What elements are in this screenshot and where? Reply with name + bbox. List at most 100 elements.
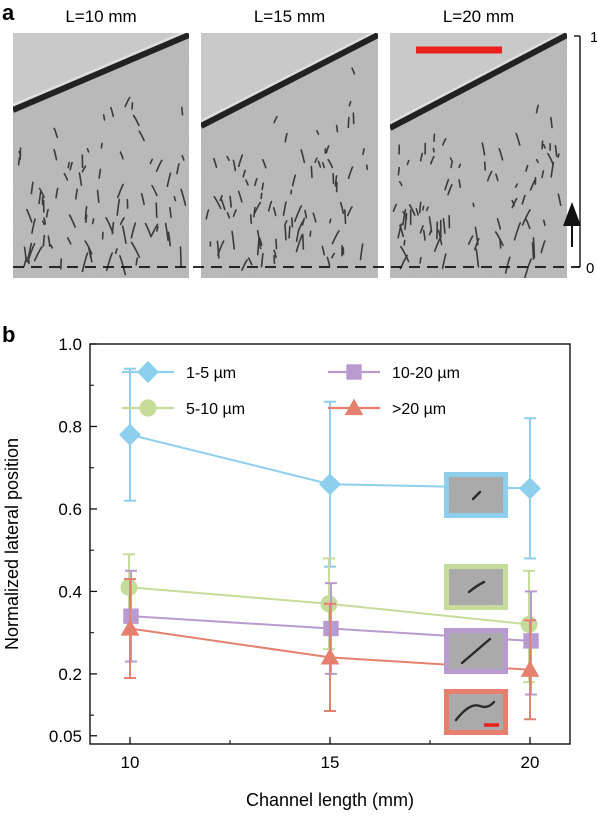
bacterium [261, 182, 265, 191]
bacterium [339, 201, 345, 215]
bacterium [433, 235, 442, 253]
micrograph-label: L=20 mm [443, 7, 514, 26]
bacterium [173, 196, 177, 202]
bacterium [42, 220, 45, 226]
legend-entry: >20 µm [328, 398, 446, 418]
bacterium [419, 152, 424, 162]
bacterium [167, 231, 171, 247]
bacterium [496, 217, 502, 230]
bacterium [17, 156, 21, 166]
x-axis-ticks: 10 15 20 [121, 737, 539, 772]
bacterium [415, 208, 419, 216]
bacterium [135, 257, 139, 266]
bacterium [535, 158, 539, 164]
cell-inset [444, 628, 508, 674]
bacterium [403, 239, 406, 246]
bacterium [397, 223, 403, 239]
inset-cell [467, 580, 486, 594]
bacterium [432, 147, 435, 153]
bacterium [38, 187, 45, 199]
legend-entry: 10-20 µm [328, 364, 460, 382]
bacterium [91, 218, 95, 225]
bacterium [397, 166, 401, 176]
bacterium [450, 162, 453, 169]
bacterium [49, 244, 54, 249]
bacterium [542, 143, 546, 149]
bacterium [422, 205, 425, 211]
bacterium [481, 142, 486, 156]
bacterium [66, 237, 72, 245]
bacterium [442, 217, 446, 234]
bacterium [295, 228, 300, 242]
bacterium [511, 197, 518, 209]
bacterium [273, 115, 278, 124]
bacterium [232, 209, 237, 218]
bacterium [474, 237, 480, 251]
legend: 1-5 µm 5-10 µm 10-20 µm >20 µm [122, 361, 460, 418]
bacterium [399, 245, 410, 263]
bacterium [523, 258, 532, 278]
bacterium [216, 240, 220, 259]
bacterium [294, 205, 303, 223]
bacterium [515, 132, 521, 146]
bacterium [348, 100, 352, 107]
bacterium [68, 214, 76, 228]
bacterium [365, 164, 369, 171]
bacterium [180, 106, 184, 116]
bacterium [315, 129, 320, 136]
x-tick-label: 15 [321, 753, 340, 772]
bacterium [521, 194, 526, 205]
bacterium [31, 218, 36, 234]
bacterium [304, 209, 308, 219]
y-tick-label: 0.05 [49, 727, 82, 746]
bacterium [219, 194, 223, 202]
bacterium [351, 67, 356, 75]
bacterium [81, 252, 89, 273]
bacterium [441, 253, 447, 270]
bacterium [205, 209, 210, 220]
inset-cell [460, 637, 492, 665]
bacterium [282, 201, 287, 216]
bacterium [53, 148, 58, 161]
bacterium [23, 246, 28, 262]
y-tick-label: 0.4 [58, 582, 82, 601]
bacterium [181, 154, 185, 161]
bacterium [346, 206, 353, 217]
bacterium [418, 201, 422, 214]
legend-entry: 5-10 µm [122, 399, 245, 418]
bacterium [483, 161, 487, 171]
bacterium [343, 209, 347, 225]
bacterium [176, 163, 180, 175]
bacterium [329, 218, 332, 224]
micrograph: L=10 mm [13, 7, 189, 278]
bacterium [241, 259, 248, 271]
micrograph-content [390, 33, 567, 278]
micrograph-content [13, 33, 189, 276]
bacterium [486, 170, 493, 182]
bacterium [419, 256, 422, 264]
bacterium [166, 172, 172, 188]
bacterium [253, 201, 262, 214]
bacterium [140, 192, 145, 206]
y-tick-label: 0.2 [58, 665, 82, 684]
data-point [344, 398, 364, 416]
series-0 [119, 367, 541, 568]
bacterium [312, 212, 317, 223]
x-axis-label: Channel length (mm) [246, 790, 414, 810]
bacterium [298, 220, 304, 230]
bacterium [151, 184, 158, 197]
bacterium [110, 106, 115, 118]
lateral-position-plot: 0.05 0.2 0.4 0.6 0.8 1.0 10 15 20 Normalized la… [2, 335, 571, 810]
bacterium [419, 225, 424, 234]
bacterium [301, 233, 305, 250]
bacterium [529, 178, 537, 191]
cell-inset [444, 472, 508, 518]
legend-label: >20 µm [392, 401, 446, 418]
bacterium [472, 202, 475, 208]
bacterium [495, 173, 499, 182]
position-axis-bottom-label: 0 [586, 260, 594, 277]
micrograph: L=15 mm [201, 7, 378, 278]
bacterium [331, 230, 340, 245]
data-point [120, 619, 140, 636]
bacterium [521, 209, 531, 226]
